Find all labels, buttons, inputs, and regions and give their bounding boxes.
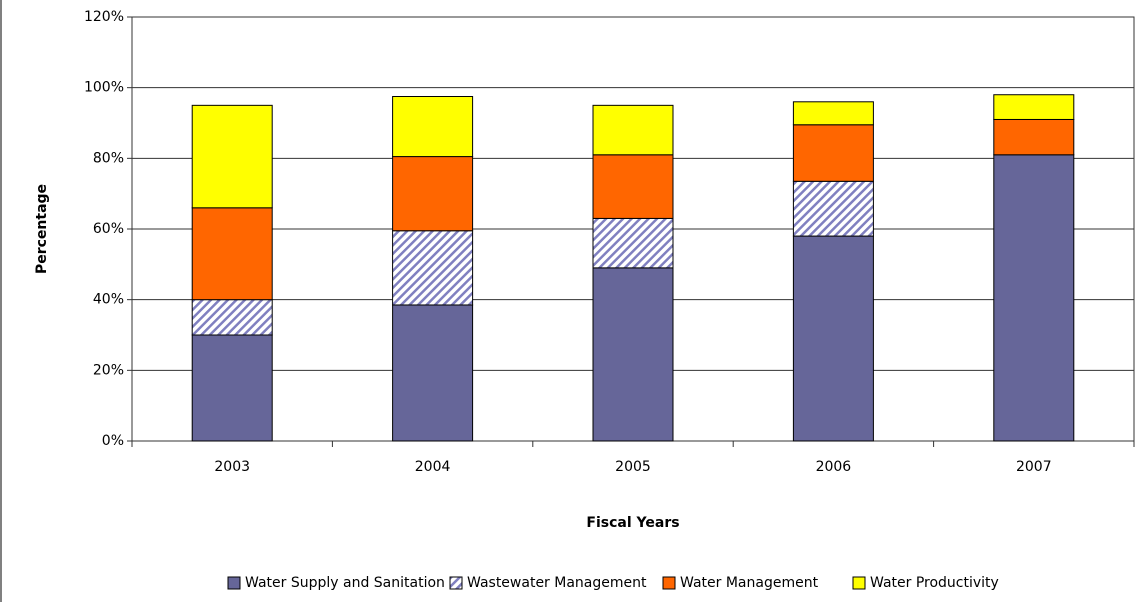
legend-label: Water Management bbox=[680, 575, 819, 591]
x-tick-label: 2007 bbox=[1016, 459, 1052, 475]
y-tick-label: 20% bbox=[93, 362, 124, 378]
bar-segment bbox=[792, 235, 874, 442]
x-tick-label: 2003 bbox=[214, 459, 250, 475]
legend-label: Wastewater Management bbox=[467, 575, 647, 591]
y-tick-label: 100% bbox=[84, 80, 124, 96]
y-axis-label: Percentage bbox=[34, 184, 50, 274]
bar-segment bbox=[993, 94, 1075, 120]
x-tick-label: 2005 bbox=[615, 459, 651, 475]
bar-segment bbox=[592, 154, 674, 219]
y-tick-label: 60% bbox=[93, 221, 124, 237]
bar-segment bbox=[792, 101, 874, 126]
legend-swatch bbox=[852, 576, 866, 590]
bar-segment bbox=[392, 304, 474, 442]
bar-segment bbox=[392, 96, 474, 158]
legend-swatch bbox=[662, 576, 676, 590]
bar-segment bbox=[191, 104, 273, 209]
bar-segment bbox=[191, 334, 273, 442]
bar-segment bbox=[191, 299, 273, 336]
x-tick-label: 2004 bbox=[415, 459, 451, 475]
bar-segment bbox=[993, 154, 1075, 442]
bar-segment bbox=[792, 124, 874, 182]
bar-segment bbox=[392, 230, 474, 306]
bar-segment bbox=[792, 180, 874, 237]
y-tick-label: 80% bbox=[93, 150, 124, 166]
legend-label: Water Supply and Sanitation bbox=[245, 575, 445, 591]
y-tick-label: 120% bbox=[84, 9, 124, 25]
bar-segment bbox=[993, 118, 1075, 156]
y-tick-label: 0% bbox=[102, 433, 124, 449]
legend-swatch bbox=[227, 576, 241, 590]
y-tick-label: 40% bbox=[93, 292, 124, 308]
bar-segment bbox=[592, 104, 674, 156]
legend-swatch bbox=[449, 576, 463, 590]
x-axis-label: Fiscal Years bbox=[586, 515, 679, 531]
legend-label: Water Productivity bbox=[870, 575, 999, 591]
bar-segment bbox=[592, 217, 674, 269]
bar-segment bbox=[191, 207, 273, 301]
x-tick-label: 2006 bbox=[816, 459, 852, 475]
bar-segment bbox=[592, 267, 674, 442]
bar-segment bbox=[392, 156, 474, 232]
